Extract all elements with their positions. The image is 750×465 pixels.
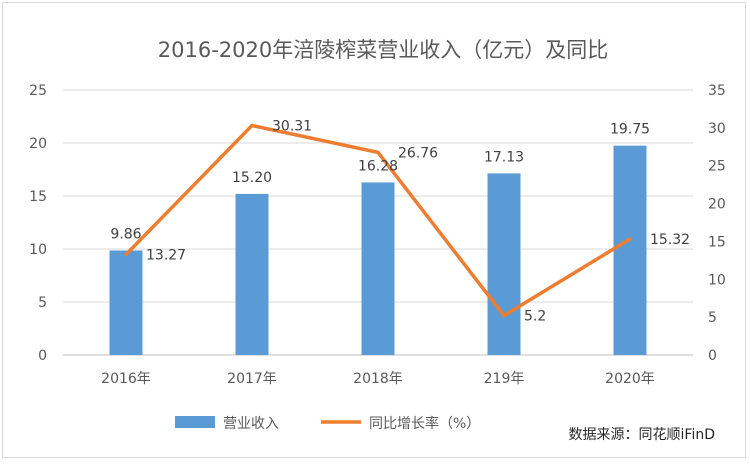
left-axis-tick: 10 xyxy=(29,242,47,258)
legend-label-growth: 同比增长率（%） xyxy=(369,415,480,432)
revenue-bar xyxy=(613,145,647,355)
growth-line xyxy=(124,123,632,318)
growth-point xyxy=(124,253,128,257)
growth-point xyxy=(628,237,632,241)
x-axis-tick: 219年 xyxy=(484,371,525,387)
chart-frame: 2016-2020年涪陵榨菜营业收入（亿元）及同比 9.86 15.20 16.28… xyxy=(2,2,746,458)
right-axis-tick: 15 xyxy=(708,234,726,250)
revenue-bar xyxy=(487,173,521,355)
x-axis-tick: 2020年 xyxy=(605,371,655,387)
growth-data-label: 5.2 xyxy=(524,309,546,325)
revenue-bars xyxy=(109,145,647,355)
legend-swatch-revenue xyxy=(175,416,215,428)
growth-data-label: 26.76 xyxy=(398,145,438,161)
legend: 营业收入 同比增长率（%） xyxy=(175,415,480,432)
right-axis-tick: 20 xyxy=(708,197,726,213)
growth-point xyxy=(376,150,380,154)
x-axis-ticks: 2016年 2017年 2018年 219年 2020年 xyxy=(101,371,655,387)
revenue-bar xyxy=(361,182,395,355)
left-axis-tick: 15 xyxy=(29,189,47,205)
right-axis-tick: 10 xyxy=(708,272,726,288)
revenue-data-label: 16.28 xyxy=(358,158,398,174)
revenue-bar xyxy=(109,250,143,355)
right-axis-ticks: 0 5 10 15 20 25 30 35 xyxy=(708,83,726,364)
right-axis-tick: 35 xyxy=(708,83,726,99)
right-axis-tick: 25 xyxy=(708,159,726,175)
combo-chart: 2016-2020年涪陵榨菜营业收入（亿元）及同比 9.86 15.20 16.28… xyxy=(29,38,726,443)
revenue-data-label: 15.20 xyxy=(232,170,272,186)
right-axis-tick: 30 xyxy=(708,121,726,137)
revenue-bar xyxy=(235,193,269,355)
revenue-data-label: 19.75 xyxy=(610,122,650,138)
left-axis-ticks: 0 5 10 15 20 25 xyxy=(29,83,47,364)
legend-label-revenue: 营业收入 xyxy=(223,416,279,432)
source-note: 数据来源：同花顺iFinD xyxy=(569,427,715,443)
growth-point xyxy=(250,124,254,128)
x-axis-tick: 2017年 xyxy=(227,371,277,387)
revenue-data-label: 9.86 xyxy=(110,226,141,242)
right-axis-tick: 0 xyxy=(708,348,717,364)
left-axis-tick: 0 xyxy=(38,348,47,364)
growth-data-label: 15.32 xyxy=(650,232,690,248)
data-labels: 9.86 15.20 16.28 17.13 19.75 13.27 30.31 26.76 5… xyxy=(110,119,690,325)
x-axis-tick: 2016年 xyxy=(101,371,151,387)
growth-point xyxy=(502,314,506,318)
left-axis-tick: 5 xyxy=(38,295,47,311)
chart-title: 2016-2020年涪陵榨菜营业收入（亿元）及同比 xyxy=(158,38,608,62)
revenue-data-label: 17.13 xyxy=(484,149,524,165)
growth-data-label: 13.27 xyxy=(146,248,186,264)
right-axis-tick: 5 xyxy=(708,310,717,326)
x-axis-tick: 2018年 xyxy=(353,371,403,387)
left-axis-tick: 25 xyxy=(29,83,47,99)
left-axis-tick: 20 xyxy=(29,136,47,152)
growth-data-label: 30.31 xyxy=(272,119,312,135)
